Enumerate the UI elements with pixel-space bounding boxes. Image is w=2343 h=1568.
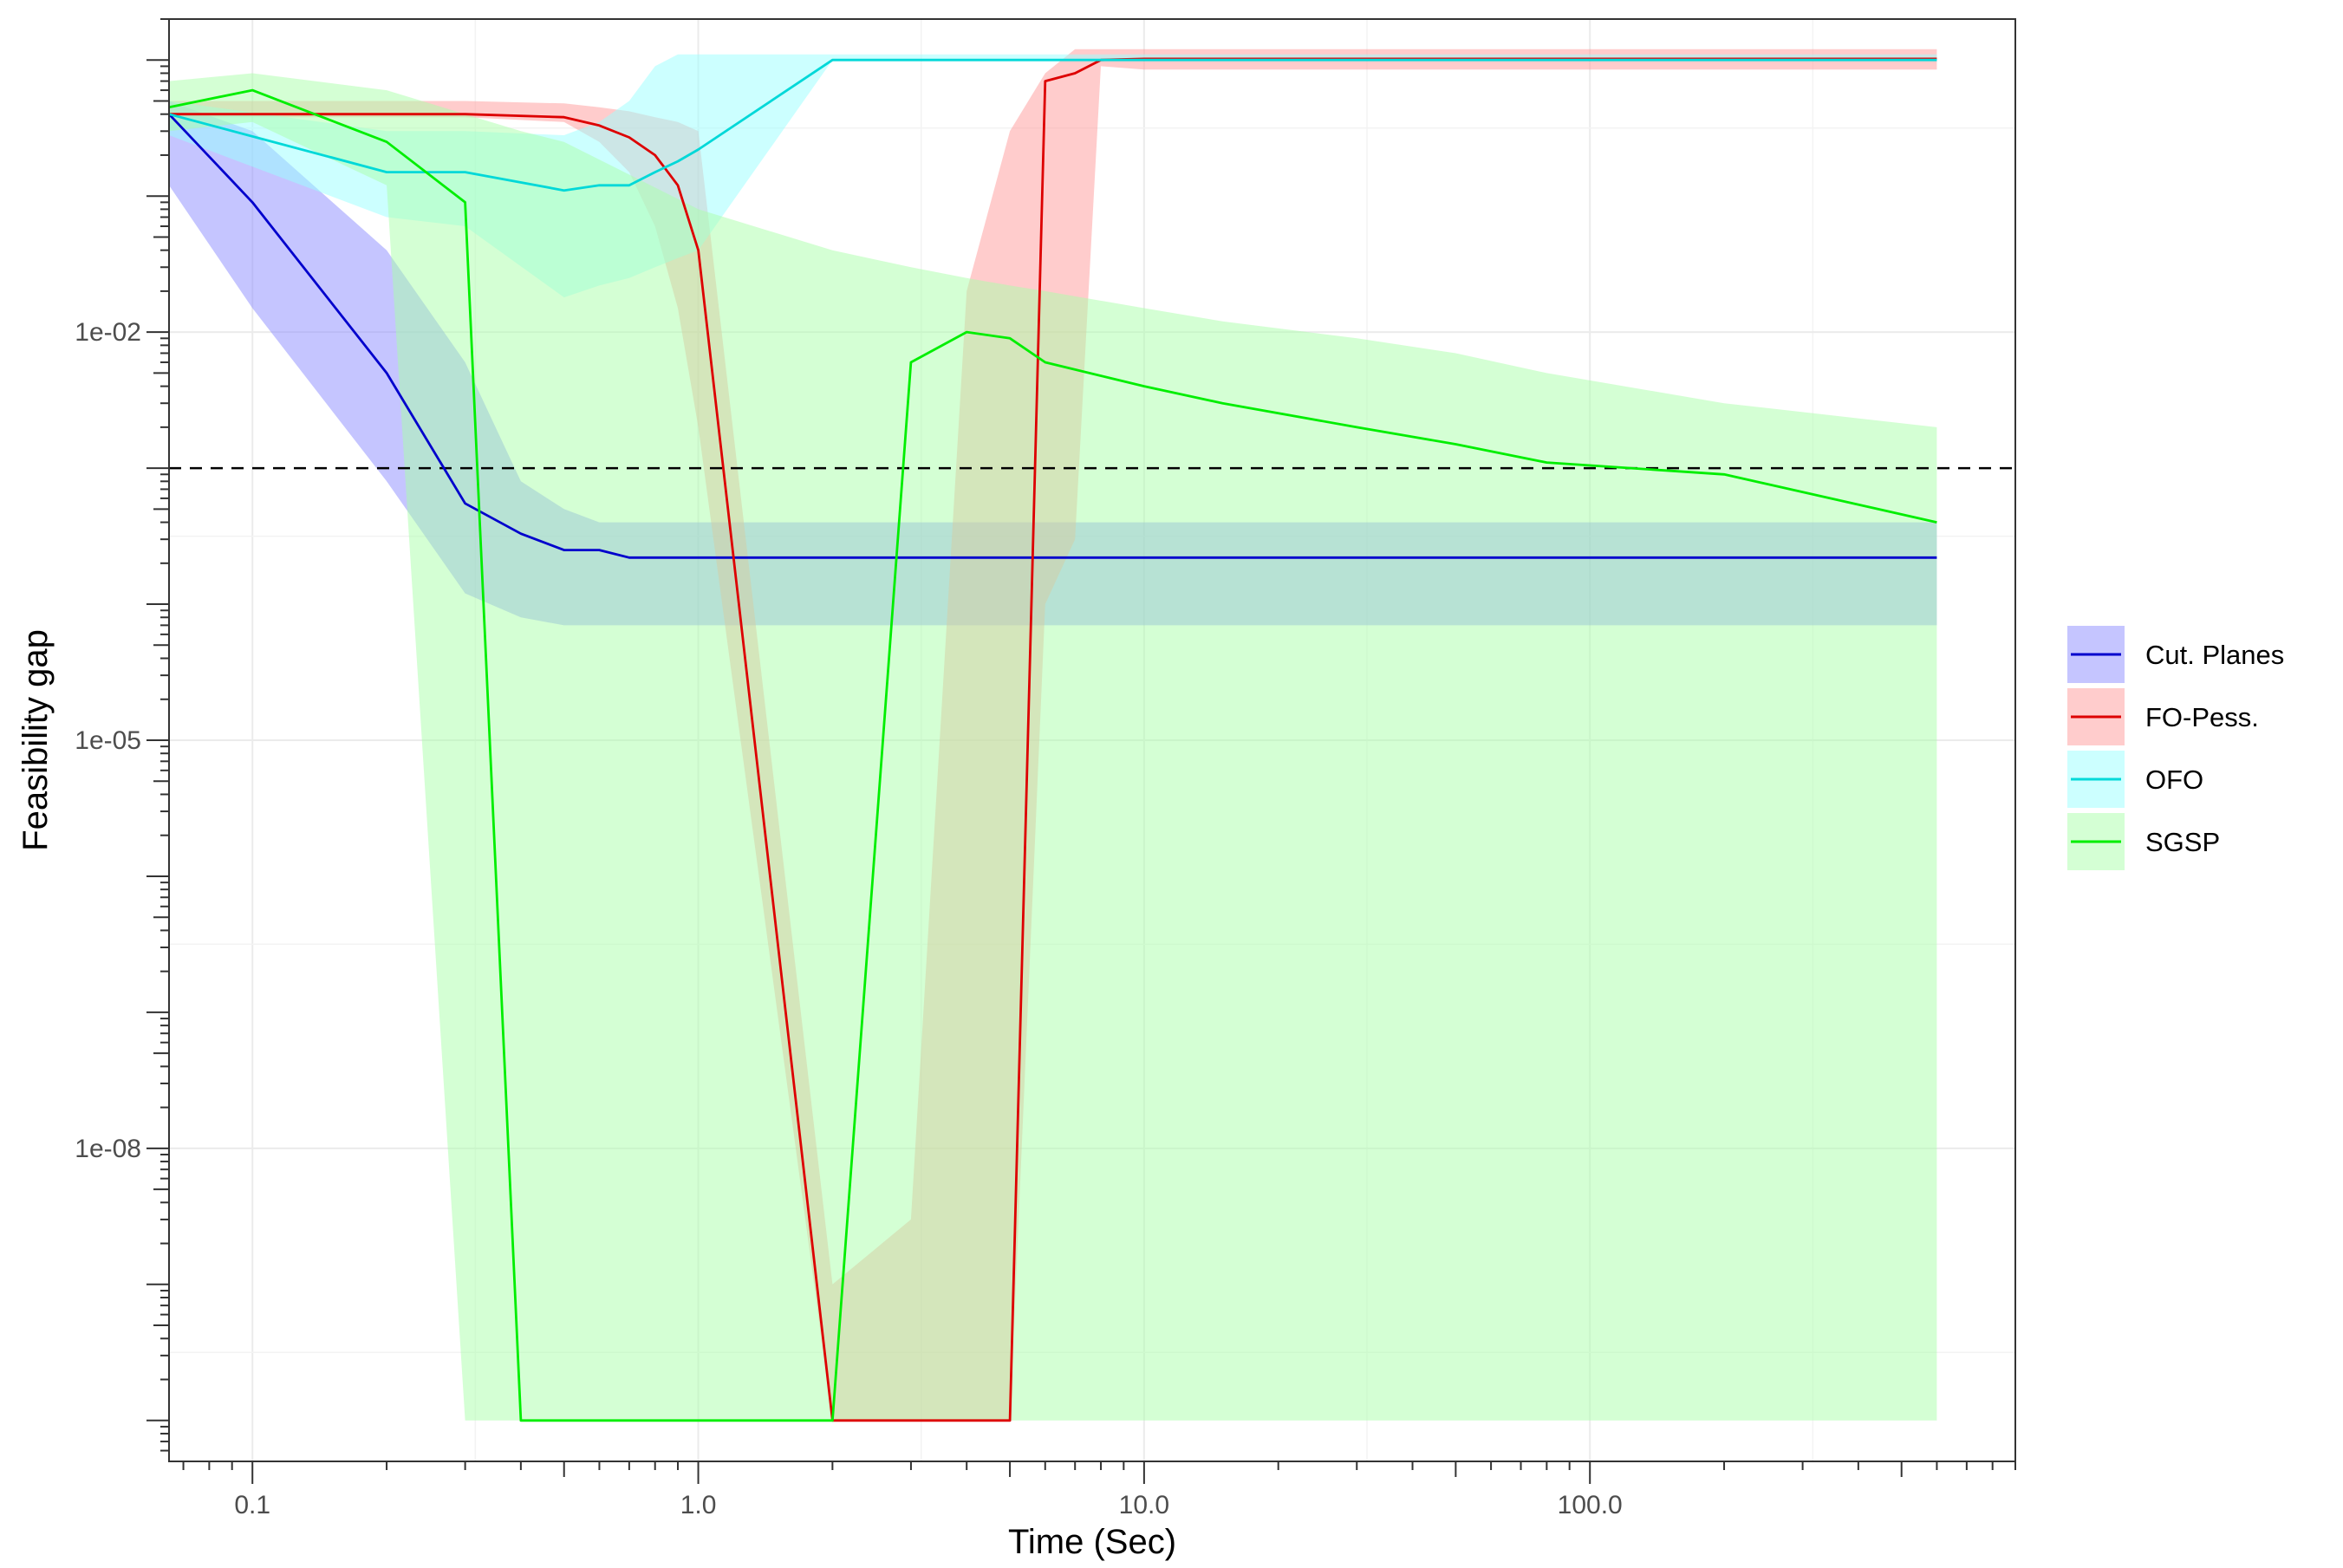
axes: 0.1 1.0 10.0 100.0 1e-02 1e-05 1e-08: [75, 18, 2016, 1519]
band-sgsp: [169, 73, 1937, 1421]
legend: Cut. Planes FO-Pess. OFO SGSP: [2067, 626, 2284, 870]
x-tick-label: 100.0: [1558, 1491, 1623, 1519]
y-tick-label: 1e-02: [75, 318, 141, 347]
legend-label-fo-pess-: FO-Pess.: [2145, 702, 2259, 732]
x-tick-label: 0.1: [234, 1491, 270, 1519]
y-tick-label: 1e-05: [75, 726, 141, 755]
x-axis-title: Time (Sec): [1008, 1523, 1176, 1561]
x-tick-label: 1.0: [680, 1491, 717, 1519]
legend-label-ofo: OFO: [2145, 764, 2203, 795]
line-ofo: [168, 58, 1937, 192]
confidence-bands: [169, 49, 1937, 1421]
x-tick-label: 10.0: [1119, 1491, 1169, 1519]
line-sgsp: [168, 88, 1937, 1422]
y-axis-title: Feasibility gap: [16, 629, 55, 851]
line-cut-planes: [167, 113, 1937, 559]
series-lines: [167, 57, 1937, 1422]
legend-label-sgsp: SGSP: [2145, 827, 2220, 857]
y-tick-label: 1e-08: [75, 1135, 141, 1163]
legend-label-cut-planes: Cut. Planes: [2145, 640, 2284, 670]
